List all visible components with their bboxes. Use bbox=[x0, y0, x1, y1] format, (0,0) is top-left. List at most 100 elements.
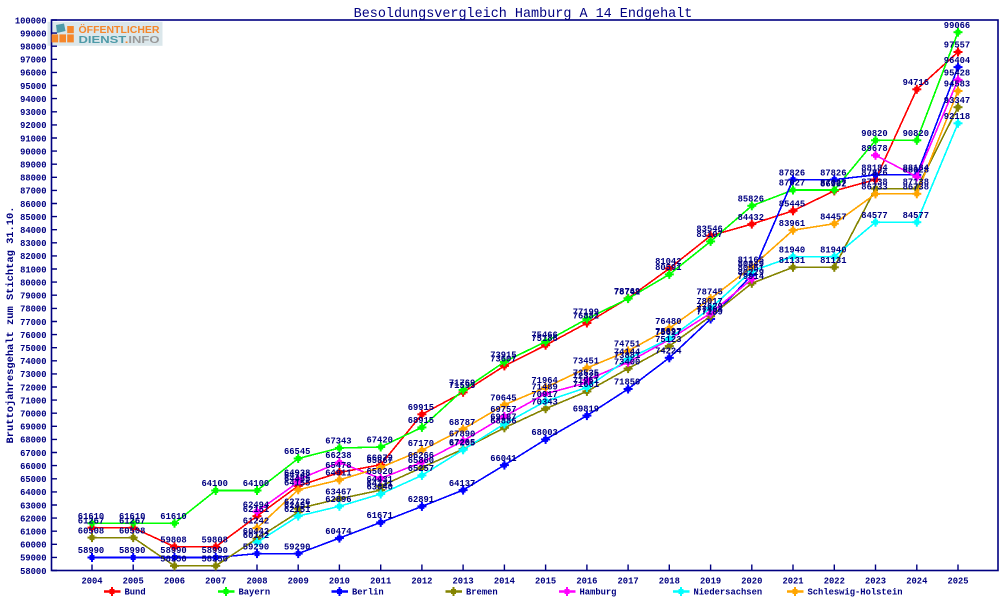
svg-text:DIENST.INFO: DIENST .INFO bbox=[79, 35, 160, 46]
svg-text:99000: 99000 bbox=[20, 29, 46, 39]
svg-text:Bund: Bund bbox=[125, 588, 146, 598]
svg-text:66072: 66072 bbox=[366, 453, 392, 463]
svg-text:71489: 71489 bbox=[531, 382, 557, 392]
svg-text:2005: 2005 bbox=[123, 577, 144, 587]
svg-text:86962: 86962 bbox=[820, 180, 846, 190]
svg-text:58350: 58350 bbox=[201, 555, 227, 565]
svg-text:87027: 87027 bbox=[779, 179, 805, 189]
svg-text:100000: 100000 bbox=[15, 16, 47, 26]
svg-text:64742: 64742 bbox=[284, 471, 310, 481]
svg-text:68003: 68003 bbox=[531, 428, 557, 438]
svg-text:85826: 85826 bbox=[738, 195, 764, 205]
svg-text:2013: 2013 bbox=[453, 577, 474, 587]
svg-text:60442: 60442 bbox=[243, 527, 269, 537]
svg-text:81042: 81042 bbox=[655, 257, 681, 267]
svg-text:70000: 70000 bbox=[20, 410, 46, 420]
svg-text:60508: 60508 bbox=[119, 526, 145, 536]
svg-text:75123: 75123 bbox=[655, 335, 681, 345]
svg-text:2019: 2019 bbox=[700, 577, 721, 587]
svg-text:59290: 59290 bbox=[284, 542, 310, 552]
svg-text:Bayern: Bayern bbox=[239, 588, 271, 598]
svg-text:2010: 2010 bbox=[329, 577, 350, 587]
svg-text:80551: 80551 bbox=[738, 264, 764, 274]
svg-text:77629: 77629 bbox=[696, 302, 722, 312]
svg-text:2020: 2020 bbox=[741, 577, 762, 587]
svg-text:88000: 88000 bbox=[20, 174, 46, 184]
svg-text:90000: 90000 bbox=[20, 147, 46, 157]
svg-text:70645: 70645 bbox=[490, 394, 516, 404]
svg-text:93000: 93000 bbox=[20, 108, 46, 118]
svg-text:59290: 59290 bbox=[243, 542, 269, 552]
svg-text:88028: 88028 bbox=[903, 166, 929, 176]
svg-text:2015: 2015 bbox=[535, 577, 556, 587]
svg-text:97557: 97557 bbox=[944, 41, 970, 51]
svg-text:85445: 85445 bbox=[779, 200, 805, 210]
svg-text:95428: 95428 bbox=[944, 69, 970, 79]
svg-text:67205: 67205 bbox=[449, 439, 475, 449]
svg-text:87826: 87826 bbox=[820, 168, 846, 178]
svg-text:76882: 76882 bbox=[573, 312, 599, 322]
svg-text:59808: 59808 bbox=[160, 536, 186, 546]
svg-text:80000: 80000 bbox=[20, 278, 46, 288]
svg-text:2022: 2022 bbox=[824, 577, 845, 587]
svg-text:Besoldungsvergleich Hamburg A: Besoldungsvergleich Hamburg A 14 Endgeha… bbox=[354, 7, 693, 22]
svg-text:59000: 59000 bbox=[20, 554, 46, 564]
svg-text:77189: 77189 bbox=[696, 308, 722, 318]
svg-text:78742: 78742 bbox=[614, 287, 640, 297]
svg-text:Bruttojahresgehalt zum Stichta: Bruttojahresgehalt zum Stichtag 31.10. bbox=[5, 207, 17, 444]
svg-text:64938: 64938 bbox=[284, 468, 310, 478]
svg-text:94716: 94716 bbox=[903, 78, 929, 88]
svg-text:64155: 64155 bbox=[284, 479, 310, 489]
svg-text:78000: 78000 bbox=[20, 305, 46, 315]
svg-text:67420: 67420 bbox=[366, 436, 392, 446]
svg-text:65020: 65020 bbox=[366, 467, 392, 477]
svg-text:68886: 68886 bbox=[490, 417, 516, 427]
svg-text:88184: 88184 bbox=[861, 164, 888, 174]
svg-text:98000: 98000 bbox=[20, 43, 46, 53]
svg-text:60508: 60508 bbox=[78, 526, 104, 536]
svg-text:2004: 2004 bbox=[81, 577, 103, 587]
svg-text:Hamburg: Hamburg bbox=[580, 588, 617, 598]
svg-text:71961: 71961 bbox=[573, 376, 599, 386]
svg-text:72000: 72000 bbox=[20, 383, 46, 393]
svg-text:66041: 66041 bbox=[490, 454, 516, 464]
svg-text:96404: 96404 bbox=[944, 56, 971, 66]
svg-text:83546: 83546 bbox=[696, 224, 722, 234]
svg-text:90820: 90820 bbox=[903, 129, 929, 139]
svg-text:67265: 67265 bbox=[449, 438, 475, 448]
svg-text:62000: 62000 bbox=[20, 514, 46, 524]
svg-text:58350: 58350 bbox=[160, 555, 186, 565]
svg-text:69819: 69819 bbox=[573, 404, 599, 414]
svg-text:86738: 86738 bbox=[903, 183, 929, 193]
svg-text:84577: 84577 bbox=[861, 211, 887, 221]
svg-text:83107: 83107 bbox=[696, 230, 722, 240]
svg-text:97000: 97000 bbox=[20, 56, 46, 66]
svg-text:58990: 58990 bbox=[201, 546, 227, 556]
svg-text:64431: 64431 bbox=[366, 475, 392, 485]
svg-text:58000: 58000 bbox=[20, 567, 46, 577]
svg-text:62151: 62151 bbox=[243, 505, 269, 515]
svg-text:61610: 61610 bbox=[160, 512, 186, 522]
svg-text:69757: 69757 bbox=[490, 405, 516, 415]
svg-text:81131: 81131 bbox=[820, 256, 846, 266]
svg-text:87027: 87027 bbox=[820, 179, 846, 189]
svg-text:Bremen: Bremen bbox=[466, 588, 498, 598]
svg-text:58990: 58990 bbox=[119, 546, 145, 556]
svg-text:81165: 81165 bbox=[738, 256, 764, 266]
svg-text:2023: 2023 bbox=[865, 577, 886, 587]
svg-text:89000: 89000 bbox=[20, 161, 46, 171]
svg-text:71661: 71661 bbox=[573, 380, 599, 390]
svg-text:61610: 61610 bbox=[119, 512, 145, 522]
svg-text:86733: 86733 bbox=[861, 183, 887, 193]
svg-text:59808: 59808 bbox=[201, 536, 227, 546]
svg-text:96000: 96000 bbox=[20, 69, 46, 79]
svg-text:ÖFFENTLICHER: ÖFFENTLICHER bbox=[79, 23, 161, 36]
svg-text:2007: 2007 bbox=[205, 577, 226, 587]
svg-text:84432: 84432 bbox=[738, 213, 764, 223]
svg-text:2021: 2021 bbox=[782, 577, 803, 587]
svg-text:62151: 62151 bbox=[284, 505, 310, 515]
svg-text:75697: 75697 bbox=[655, 327, 681, 337]
svg-text:99066: 99066 bbox=[944, 21, 970, 31]
svg-text:87826: 87826 bbox=[861, 168, 887, 178]
svg-text:2016: 2016 bbox=[576, 577, 597, 587]
